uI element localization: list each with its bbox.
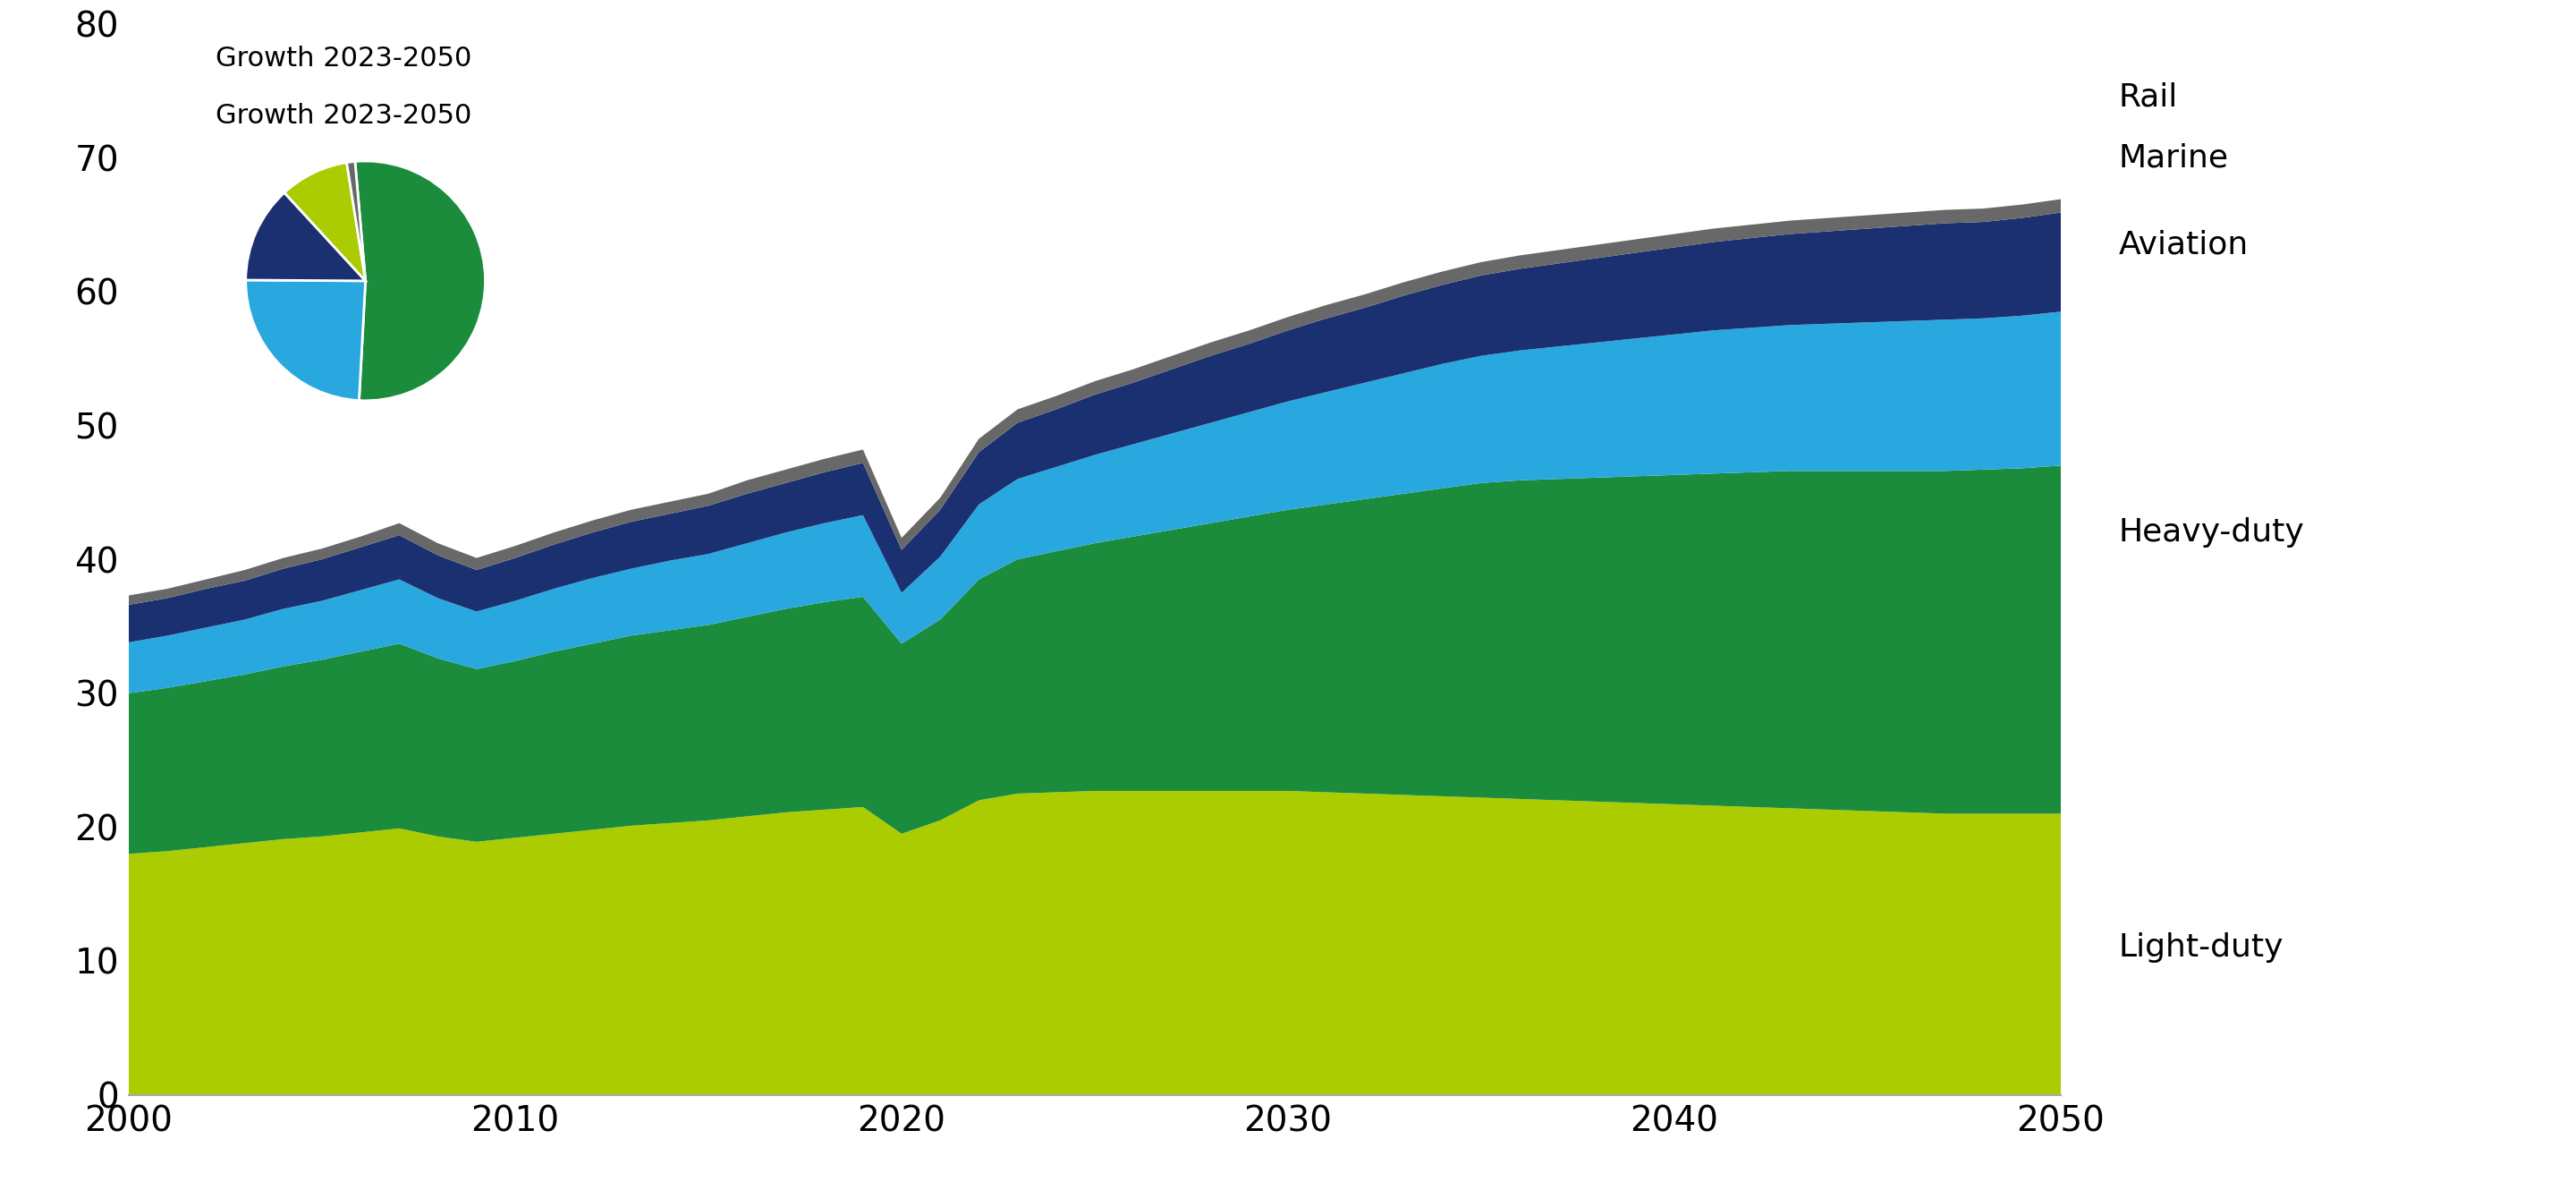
Text: Marine: Marine xyxy=(2120,143,2228,173)
Text: Aviation: Aviation xyxy=(2120,230,2249,259)
Text: Heavy-duty: Heavy-duty xyxy=(2120,518,2306,547)
Text: Growth 2023-2050: Growth 2023-2050 xyxy=(216,45,471,71)
Text: Rail: Rail xyxy=(2120,82,2179,113)
Text: Light-duty: Light-duty xyxy=(2120,932,2285,963)
